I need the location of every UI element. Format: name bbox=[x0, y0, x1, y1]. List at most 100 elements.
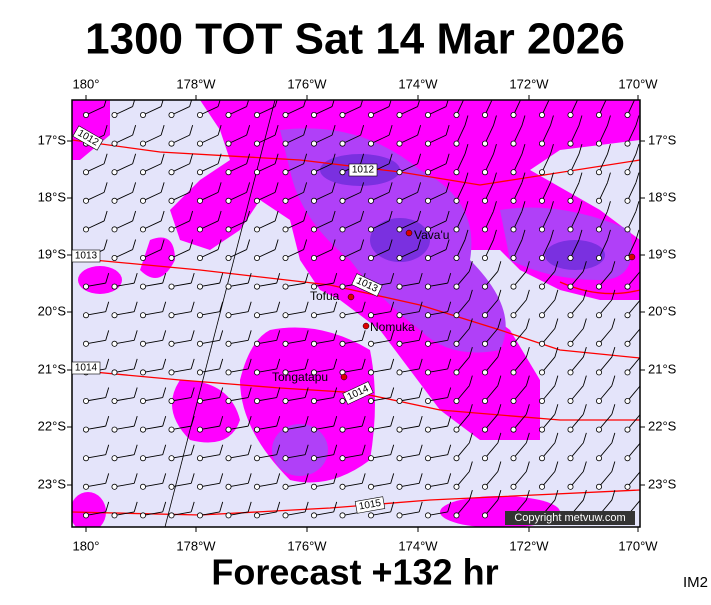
barb-flag bbox=[447, 330, 452, 341]
barb-station bbox=[282, 312, 289, 319]
barb-flag bbox=[133, 415, 138, 427]
barb-flag bbox=[105, 387, 110, 398]
barb-flag bbox=[190, 330, 195, 341]
barb-station bbox=[196, 426, 203, 433]
barb-flag bbox=[247, 301, 252, 312]
barb-flag bbox=[105, 415, 110, 427]
barb-station bbox=[339, 254, 346, 261]
barb-station bbox=[168, 369, 175, 376]
barb-station bbox=[624, 483, 631, 490]
isobar-label: 1014 bbox=[71, 361, 101, 375]
barb-station bbox=[510, 397, 517, 404]
barb-flag bbox=[445, 239, 450, 250]
barb-station bbox=[596, 312, 603, 319]
barb-shaft bbox=[570, 299, 584, 316]
barb-station bbox=[225, 140, 232, 147]
barb-shaft bbox=[171, 282, 192, 288]
barb-shaft bbox=[199, 191, 219, 202]
barb-shaft bbox=[285, 454, 306, 459]
barb-station bbox=[282, 169, 289, 176]
barb-station bbox=[481, 512, 488, 519]
barb-shaft bbox=[85, 311, 106, 316]
barb-station bbox=[510, 369, 517, 376]
barb-station bbox=[596, 455, 603, 462]
barb-station bbox=[168, 140, 175, 147]
barb-flag bbox=[219, 387, 224, 398]
barb-station bbox=[481, 369, 488, 376]
barb-flag bbox=[189, 125, 194, 136]
barb-station bbox=[253, 254, 260, 261]
barb-station bbox=[424, 254, 431, 261]
barb-flag bbox=[103, 125, 108, 136]
barb-flag bbox=[578, 172, 583, 183]
barb-station bbox=[225, 426, 232, 433]
barb-shaft bbox=[598, 413, 613, 430]
barb-flag bbox=[276, 501, 281, 513]
barb-shaft bbox=[199, 163, 219, 173]
barb-shaft bbox=[456, 356, 470, 373]
lon-label: 172°W bbox=[509, 538, 549, 553]
barb-flag bbox=[274, 210, 279, 222]
barb-station bbox=[310, 512, 317, 519]
barb-station bbox=[596, 340, 603, 347]
barb-station bbox=[624, 397, 631, 404]
barb-station bbox=[539, 483, 546, 490]
lon-label: 170°W bbox=[618, 76, 658, 91]
barb-shaft bbox=[313, 191, 333, 202]
isobar-label-box bbox=[71, 249, 101, 263]
barb-shaft bbox=[598, 153, 608, 173]
barb-flag bbox=[525, 318, 530, 329]
barb-flag bbox=[550, 201, 554, 212]
barb-station bbox=[367, 226, 374, 233]
barb-shaft bbox=[427, 106, 447, 116]
lon-label: 174°W bbox=[398, 76, 438, 91]
barb-flag bbox=[303, 125, 308, 136]
barb-station bbox=[310, 340, 317, 347]
barb-shaft bbox=[598, 299, 613, 316]
barb-shaft bbox=[199, 220, 219, 230]
barb-shaft bbox=[114, 311, 135, 316]
barb-flag bbox=[390, 330, 395, 341]
barb-flag bbox=[276, 473, 281, 484]
barb-shaft bbox=[228, 454, 249, 459]
barb-shaft bbox=[256, 220, 276, 230]
barb-flag bbox=[246, 125, 251, 136]
barb-station bbox=[367, 397, 374, 404]
barb-shaft bbox=[427, 482, 448, 488]
barb-flag bbox=[360, 210, 365, 222]
barb-station bbox=[83, 340, 90, 347]
barb-station bbox=[139, 283, 146, 290]
barb-station bbox=[453, 112, 460, 119]
barb-shaft bbox=[171, 249, 190, 259]
barb-shaft bbox=[427, 368, 448, 373]
barb-flag bbox=[493, 172, 497, 183]
barb-shaft bbox=[598, 442, 613, 459]
barb-flag bbox=[447, 301, 452, 312]
barb-shaft bbox=[541, 356, 556, 373]
barb-flag bbox=[333, 415, 338, 427]
barb-shaft bbox=[228, 311, 249, 316]
barb-station bbox=[83, 112, 90, 119]
barb-shaft bbox=[285, 220, 304, 230]
barb-station bbox=[310, 140, 317, 147]
barb-shaft bbox=[484, 211, 494, 230]
barb-shaft bbox=[313, 282, 334, 288]
barb-shaft bbox=[541, 471, 556, 488]
barb-flag bbox=[162, 415, 167, 427]
barb-station bbox=[253, 340, 260, 347]
barb-station bbox=[396, 340, 403, 347]
barb-shaft bbox=[114, 397, 135, 402]
barb-shaft bbox=[570, 182, 580, 201]
lon-label: 174°W bbox=[398, 538, 438, 553]
barb-flag bbox=[247, 272, 252, 284]
barb-shaft bbox=[256, 311, 277, 316]
barb-flag bbox=[160, 125, 165, 136]
barb-station bbox=[396, 426, 403, 433]
barb-station bbox=[111, 397, 118, 404]
barb-station bbox=[539, 140, 546, 147]
barb-flag bbox=[133, 444, 138, 455]
barb-flag bbox=[388, 153, 393, 164]
barb-flag bbox=[582, 489, 587, 501]
barb-shaft bbox=[598, 125, 608, 144]
